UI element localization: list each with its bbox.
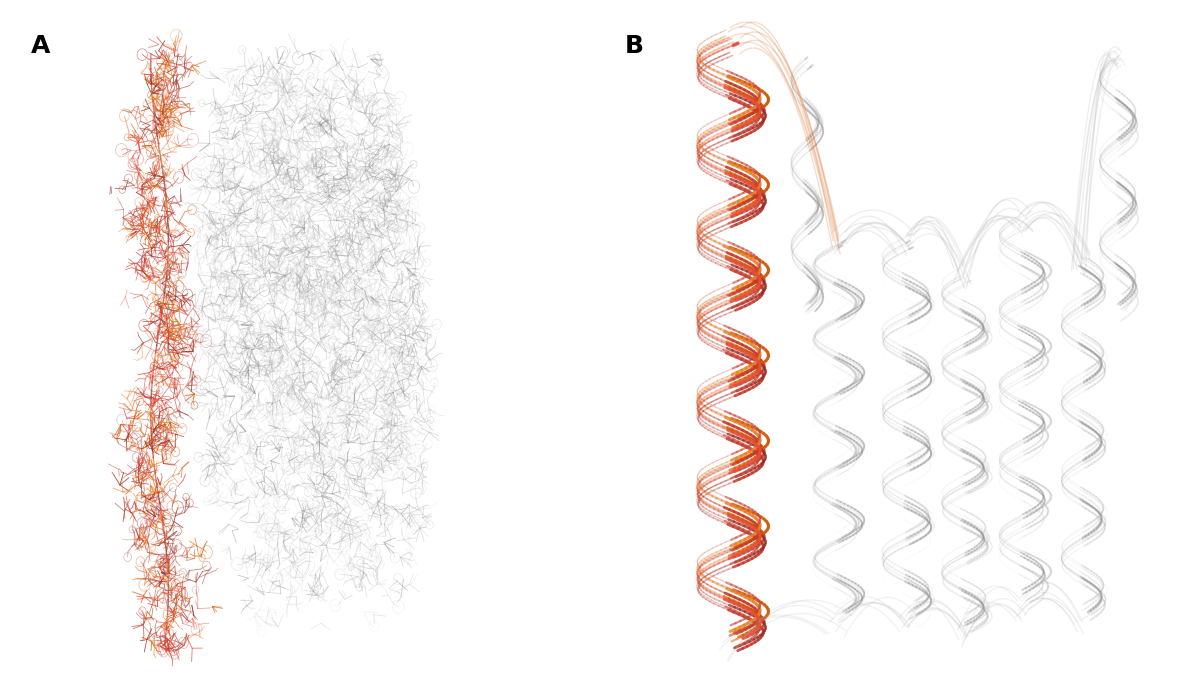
Text: A: A xyxy=(30,34,50,58)
Text: B: B xyxy=(625,34,643,58)
